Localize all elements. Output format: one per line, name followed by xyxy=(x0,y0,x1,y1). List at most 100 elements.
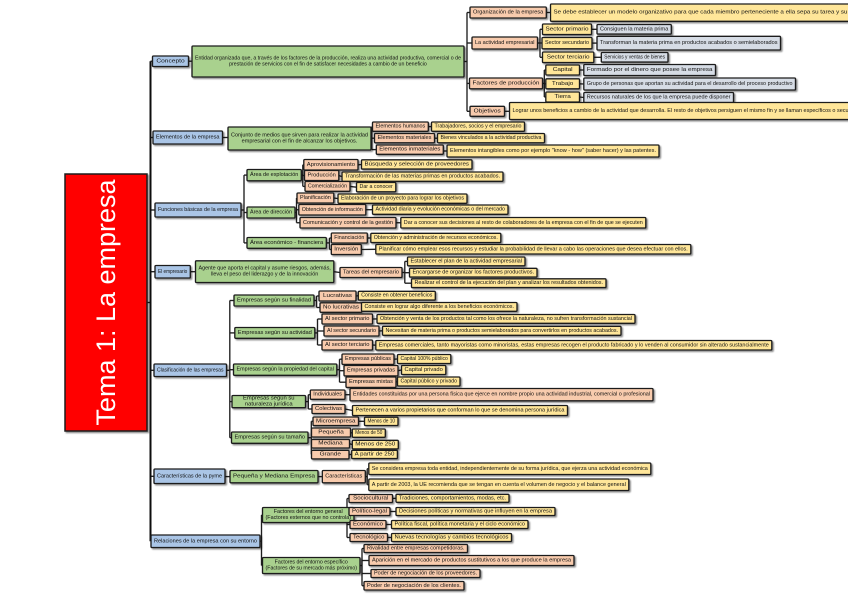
svg-text:Obtención y venta de los produ: Obtención y venta de los productos tal c… xyxy=(380,316,632,322)
svg-text:Empresas comerciales, tanto ma: Empresas comerciales, tanto mayoristas c… xyxy=(379,342,769,348)
svg-text:Área económico - financiera: Área económico - financiera xyxy=(250,239,323,246)
svg-text:Político-legal: Político-legal xyxy=(352,509,387,515)
svg-text:Elementos humanos: Elementos humanos xyxy=(376,124,426,130)
svg-text:Organización de la empresa: Organización de la empresa xyxy=(473,10,544,16)
svg-text:Formado por el dinero que pose: Formado por el dinero que posee la empre… xyxy=(587,67,713,73)
svg-text:Empresas según su actividad: Empresas según su actividad xyxy=(238,330,312,336)
svg-text:Individuales: Individuales xyxy=(313,392,342,398)
svg-text:Inversión: Inversión xyxy=(334,247,358,253)
svg-text:Factores del entorno específic: Factores del entorno específico (Factores… xyxy=(266,560,358,572)
svg-text:No lucrativas: No lucrativas xyxy=(323,305,359,311)
svg-text:Empresas privadas: Empresas privadas xyxy=(347,368,395,374)
svg-text:Consiste en obtener beneficios: Consiste en obtener beneficios xyxy=(361,293,432,299)
svg-text:El empresario: El empresario xyxy=(158,269,187,275)
svg-text:Rivalidad entre empresas compe: Rivalidad entre empresas competidoras. xyxy=(367,546,465,552)
svg-text:Comercialización: Comercialización xyxy=(308,183,347,189)
svg-text:A partir de 2003, la UE recomi: A partir de 2003, la UE recomienda que s… xyxy=(372,482,626,488)
svg-text:Sector primario: Sector primario xyxy=(546,26,589,32)
svg-text:Relaciones de la empresa con s: Relaciones de la empresa con su entorno xyxy=(154,538,257,544)
svg-text:Empresas según la propiedad de: Empresas según la propiedad del capital xyxy=(237,367,334,373)
svg-text:Empresas mixtas: Empresas mixtas xyxy=(349,379,393,385)
svg-text:Conjunto de medios que sirven: Conjunto de medios que sirven para reali… xyxy=(231,132,368,144)
svg-text:Decisiones políticas y normati: Decisiones políticas y normativas que in… xyxy=(399,509,552,515)
svg-text:Dar a conocer: Dar a conocer xyxy=(360,184,393,190)
svg-text:Encargarse de organizar los fa: Encargarse de organizar los factores pro… xyxy=(413,270,535,276)
svg-text:Aparición en el mercado de pro: Aparición en el mercado de productos sus… xyxy=(372,558,571,564)
svg-text:Obtención de información: Obtención de información xyxy=(302,207,363,213)
svg-text:Transformación de las materias: Transformación de las materias primas en… xyxy=(345,174,500,180)
svg-text:Se debe establecer un modelo o: Se debe establecer un modelo organizativ… xyxy=(554,10,848,16)
svg-text:Elaboración de un proyecto par: Elaboración de un proyecto para lograr l… xyxy=(341,196,464,202)
svg-text:Capital privado: Capital privado xyxy=(405,367,443,373)
svg-text:Realizar el control de la ejec: Realizar el control de la ejecución del … xyxy=(415,280,604,286)
svg-text:Al sector terciario: Al sector terciario xyxy=(325,342,370,348)
svg-text:Tradiciones, comportamientos,: Tradiciones, comportamientos, modas, etc… xyxy=(399,495,506,501)
svg-text:Agente que aporta el capital y: Agente que aporta el capital y asume rie… xyxy=(199,266,332,278)
svg-text:Empresas públicas: Empresas públicas xyxy=(345,356,391,362)
svg-text:Elementos de la empresa: Elementos de la empresa xyxy=(156,135,220,141)
svg-text:Sociocultural: Sociocultural xyxy=(353,496,388,502)
svg-text:Pertenecen a varios propietari: Pertenecen a varios propietarios que con… xyxy=(356,408,565,414)
svg-text:Producción: Producción xyxy=(308,173,336,179)
svg-text:Grande: Grande xyxy=(320,452,341,458)
svg-text:Recursos naturales de los que: Recursos naturales de los que la empresa… xyxy=(587,95,731,101)
svg-text:Actividad diaria y evolución e: Actividad diaria y evolución económicas … xyxy=(376,207,506,213)
svg-text:Aprovisionamiento: Aprovisionamiento xyxy=(307,162,355,168)
svg-text:Empresas según su tamaño: Empresas según su tamaño xyxy=(235,435,306,441)
svg-text:Tecnológico: Tecnológico xyxy=(353,535,385,541)
svg-text:Factores del entorno general(F: Factores del entorno general (Factores ex… xyxy=(266,509,352,521)
svg-text:Sector terciario: Sector terciario xyxy=(547,54,590,60)
svg-text:Pequeña: Pequeña xyxy=(318,430,344,436)
svg-text:Capital público y privado: Capital público y privado xyxy=(401,379,458,385)
svg-text:Búsqueda y selección de provee: Búsqueda y selección de proveedores xyxy=(365,161,470,167)
svg-text:Transforman la materia prima e: Transforman la materia prima en producto… xyxy=(600,40,778,46)
svg-text:Trabajo: Trabajo xyxy=(552,81,573,87)
svg-text:Elementos materiales: Elementos materiales xyxy=(378,135,432,141)
svg-text:Obtención y administración de: Obtención y administración de recursos e… xyxy=(374,235,498,241)
svg-text:Planificación: Planificación xyxy=(300,195,331,201)
svg-text:Sector secundario: Sector secundario xyxy=(545,40,589,46)
svg-text:Entidad organizada que, a trav: Entidad organizada que, a través de los … xyxy=(195,55,461,67)
svg-text:Menos de 250: Menos de 250 xyxy=(355,442,395,448)
svg-text:Financiación: Financiación xyxy=(334,235,364,241)
svg-text:Características: Características xyxy=(325,474,362,480)
svg-text:Elementos intangibles como por: Elementos intangibles como por ejemplo "… xyxy=(450,148,656,154)
svg-text:Poder de negociación de los cl: Poder de negociación de los clientes. xyxy=(367,583,461,589)
svg-text:Bienes vinculados a la activid: Bienes vinculados a la actividad product… xyxy=(441,135,542,141)
svg-text:Consiste en lograr algo difere: Consiste en lograr algo diferente a los … xyxy=(365,304,515,310)
svg-text:Entidades constituidas por una: Entidades constituidas por una persona f… xyxy=(353,392,650,398)
svg-text:Microempresa: Microempresa xyxy=(316,418,356,424)
svg-text:Características de la pyme: Características de la pyme xyxy=(157,473,222,479)
svg-text:Tareas del empresario: Tareas del empresario xyxy=(343,270,399,276)
svg-text:A partir de 250: A partir de 250 xyxy=(355,451,395,457)
svg-text:Clasificación de las empresas: Clasificación de las empresas xyxy=(157,367,224,373)
svg-text:Al sector primario: Al sector primario xyxy=(325,316,370,322)
svg-text:Mediana: Mediana xyxy=(318,441,342,447)
svg-text:Pequeña y Mediana Empresa: Pequeña y Mediana Empresa xyxy=(233,474,315,480)
svg-text:Lucrativas: Lucrativas xyxy=(323,293,352,299)
svg-text:Lograr unos beneficios a cambi: Lograr unos beneficios a cambio de la ac… xyxy=(513,108,848,114)
svg-text:Capital: Capital xyxy=(553,67,573,73)
svg-text:Menos de 10: Menos de 10 xyxy=(368,418,396,424)
svg-text:Elementos inmateriales: Elementos inmateriales xyxy=(379,147,440,153)
svg-text:Empresas según su finalidad: Empresas según su finalidad xyxy=(237,298,311,304)
svg-text:Área de explotación: Área de explotación xyxy=(250,171,298,178)
svg-text:Colectivas: Colectivas xyxy=(315,406,342,412)
svg-text:Área de dirección: Área de dirección xyxy=(250,209,292,216)
svg-text:Objetivos: Objetivos xyxy=(474,108,501,114)
svg-text:Necesitan de materia prima o p: Necesitan de materia prima o productos s… xyxy=(386,328,619,334)
svg-text:Establecer el plan de la activ: Establecer el plan de la actividad empre… xyxy=(411,258,523,264)
svg-text:Concepto: Concepto xyxy=(156,58,184,64)
svg-text:Política fiscal, política mone: Política fiscal, política monetaria y el… xyxy=(395,522,526,528)
svg-text:Grupo de personas que aportan: Grupo de personas que aportan su activid… xyxy=(587,81,793,87)
svg-text:Menos de 50: Menos de 50 xyxy=(355,430,382,436)
svg-text:Al sector secundario: Al sector secundario xyxy=(327,328,376,334)
svg-text:Poder de negociación de los pr: Poder de negociación de los proveedores. xyxy=(374,571,477,577)
svg-text:Funciones básicas de la empres: Funciones básicas de la empresa xyxy=(158,207,239,213)
svg-text:La actividad empresarial: La actividad empresarial xyxy=(475,40,535,46)
svg-text:Económico: Económico xyxy=(353,522,383,528)
svg-text:Servicios y ventas de bienes: Servicios y ventas de bienes xyxy=(604,54,665,60)
svg-text:Trabajadores, socios y el empr: Trabajadores, socios y el empresario xyxy=(435,124,522,130)
svg-text:Planificar cómo emplear esos r: Planificar cómo emplear esos recursos y … xyxy=(379,246,688,252)
